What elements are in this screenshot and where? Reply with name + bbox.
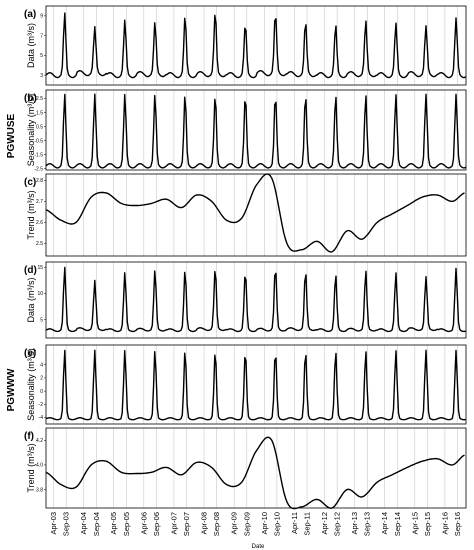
y-tick-label: 7 [40,33,43,39]
series-line [45,12,467,79]
x-tick-label: Apr-08 [200,512,209,535]
series-line [45,436,465,510]
x-tick-label: Apr-06 [139,512,148,535]
y-tick-label: 15 [37,265,43,271]
y-tick-label: 2.5 [36,96,43,102]
y-tick-label: -4 [39,415,44,421]
x-tick-label: Sep-13 [363,512,372,536]
plot-frame [45,261,467,339]
y-tick-label: 3.8 [36,487,43,493]
series-line [45,93,467,169]
x-axis-label: Date [252,544,265,550]
x-tick-label: Sep-12 [333,512,342,536]
panel-a: 9 7 5 3 Data (m³/s) (a) [24,5,467,86]
y-axis-label: Trend (m³/s) [26,190,36,239]
x-tick-label: Sep-14 [393,512,402,536]
y-tick-label: -2 [39,402,44,408]
y-axis-label: Data (m³/s) [26,277,36,322]
y-tick-label: 5 [40,317,43,323]
x-tick-label: Apr-11 [290,512,299,534]
y-tick-label: 2.7 [36,199,43,205]
y-axis-label: Seasonality (m³/s) [26,94,36,167]
x-tick-label: Apr-14 [380,512,389,535]
panel-letter: (e) [24,348,36,359]
x-tick-label: Apr-03 [49,512,58,535]
y-tick-label: 2.8 [36,178,43,184]
y-tick-label: 4 [40,363,43,369]
vertical-gridlines [53,6,458,508]
x-tick-label: Apr-04 [79,512,88,535]
x-tick-label: Apr-10 [260,512,269,535]
y-tick-label: 2.6 [36,220,43,226]
y-tick-label: 4.2 [36,438,43,444]
y-axis-label: Seasonality (m³/s) [26,348,36,421]
y-tick-label: -1.5 [34,152,43,158]
plot-frame [45,427,467,509]
plot-frame [45,5,467,86]
x-tick-label: Sep-16 [453,512,462,536]
x-tick-label: Sep-07 [182,512,191,536]
x-tick-label: Apr-13 [350,512,359,535]
series-line [45,173,465,253]
y-tick-label: 2.5 [36,241,43,247]
panel-letter: (b) [24,93,37,104]
y-tick-label: 5 [40,53,43,59]
x-tick-label: Apr-05 [109,512,118,535]
x-tick-label: Apr-12 [320,512,329,535]
x-tick-label: Apr-16 [440,512,449,535]
x-tick-label: Sep-04 [92,512,101,536]
x-tick-label: Sep-06 [152,512,161,536]
x-tick-label: Apr-07 [169,512,178,535]
y-tick-label: 4.0 [36,463,43,469]
x-tick-label: Sep-09 [242,512,251,536]
x-tick-label: Sep-10 [272,512,281,536]
y-tick-label: 10 [37,291,43,297]
group-label-pgwww: PGWWW [6,368,17,411]
panel-letter: (c) [24,177,36,188]
x-tick-label: Sep-05 [122,512,131,536]
y-axis-label: Data (m³/s) [26,23,36,68]
y-tick-label: 1.5 [36,110,43,116]
x-tick-label: Apr-09 [230,512,239,535]
plot-frame [45,173,467,257]
y-tick-label: 0.5 [36,124,43,130]
y-tick-label: 3 [40,73,43,79]
panel-d: 15 10 5 Data (m³/s)(d) [24,261,467,339]
y-tick-label: -2.5 [34,166,43,172]
panel-letter: (a) [24,9,36,20]
panel-letter: (d) [24,265,37,276]
series-line [45,349,467,421]
y-tick-label: -0.5 [34,138,43,144]
x-axis: Apr-03 Sep-03 Apr-04 Sep-04 Apr-05 Sep-05 Apr-… [49,512,462,536]
y-tick-label: 9 [40,14,43,20]
y-axis-label: Trend (m³/s) [26,443,36,492]
x-tick-label: Sep-11 [303,512,312,536]
plot-frame [45,89,467,171]
y-tick-label: 2 [40,376,43,382]
x-tick-label: Sep-15 [423,512,432,536]
x-tick-label: Sep-03 [62,512,71,536]
series-line [45,266,467,333]
y-tick-label: 0 [40,389,43,395]
group-label-pgwuse: PGWUSE [6,113,17,158]
plot-frame [45,344,467,425]
x-tick-label: Sep-08 [212,512,221,536]
panel-letter: (f) [24,431,34,442]
x-tick-label: Apr-15 [410,512,419,535]
